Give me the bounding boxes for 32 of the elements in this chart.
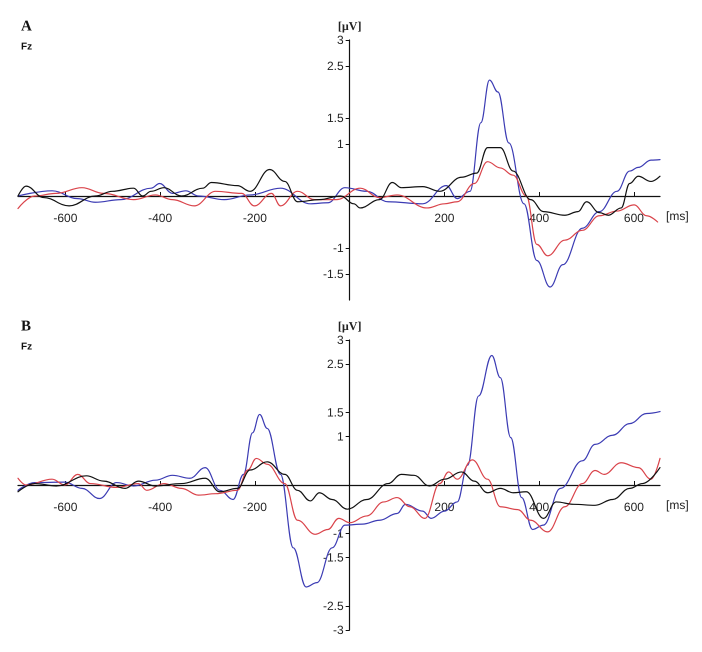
x-axis-title: [ms] (666, 209, 689, 223)
y-tick-label: 1.5 (326, 111, 344, 125)
line-series (17, 354, 661, 588)
y-tick-label: 1 (336, 430, 344, 444)
x-tick-label: 600 (624, 211, 644, 225)
y-tick-label: -2.5 (322, 598, 344, 613)
x-tick-label: -200 (242, 211, 268, 225)
y-tick-label: -3 (332, 623, 344, 637)
y-tick-label: 3 (336, 333, 344, 347)
x-tick-label: -400 (148, 211, 172, 225)
line-series (17, 161, 658, 256)
x-tick-label: -200 (242, 500, 268, 514)
chart-subtitle: Fz (21, 42, 32, 52)
y-tick-label: -1 (332, 241, 344, 255)
chart-title: B (21, 318, 32, 334)
y-axis-title: [µV] (338, 19, 362, 33)
y-tick-label: 1.5 (326, 406, 344, 420)
y-tick-label: 2.5 (326, 357, 344, 372)
y-tick-label: 3 (336, 33, 344, 47)
chart-subtitle: Fz (21, 342, 32, 352)
x-axis-title: [ms] (666, 498, 689, 512)
x-tick-label: 200 (434, 211, 455, 225)
x-tick-label: -600 (53, 211, 78, 225)
y-axis-title: [µV] (338, 319, 362, 333)
x-tick-label: -600 (53, 500, 78, 514)
chart-title: A (21, 18, 32, 34)
x-tick-label: -400 (148, 500, 172, 514)
line-series (17, 79, 661, 288)
y-tick-label: -1.5 (322, 267, 344, 281)
y-tick-label: 1 (336, 137, 344, 151)
y-tick-label: 2.5 (326, 59, 344, 73)
x-tick-label: 600 (624, 500, 644, 514)
